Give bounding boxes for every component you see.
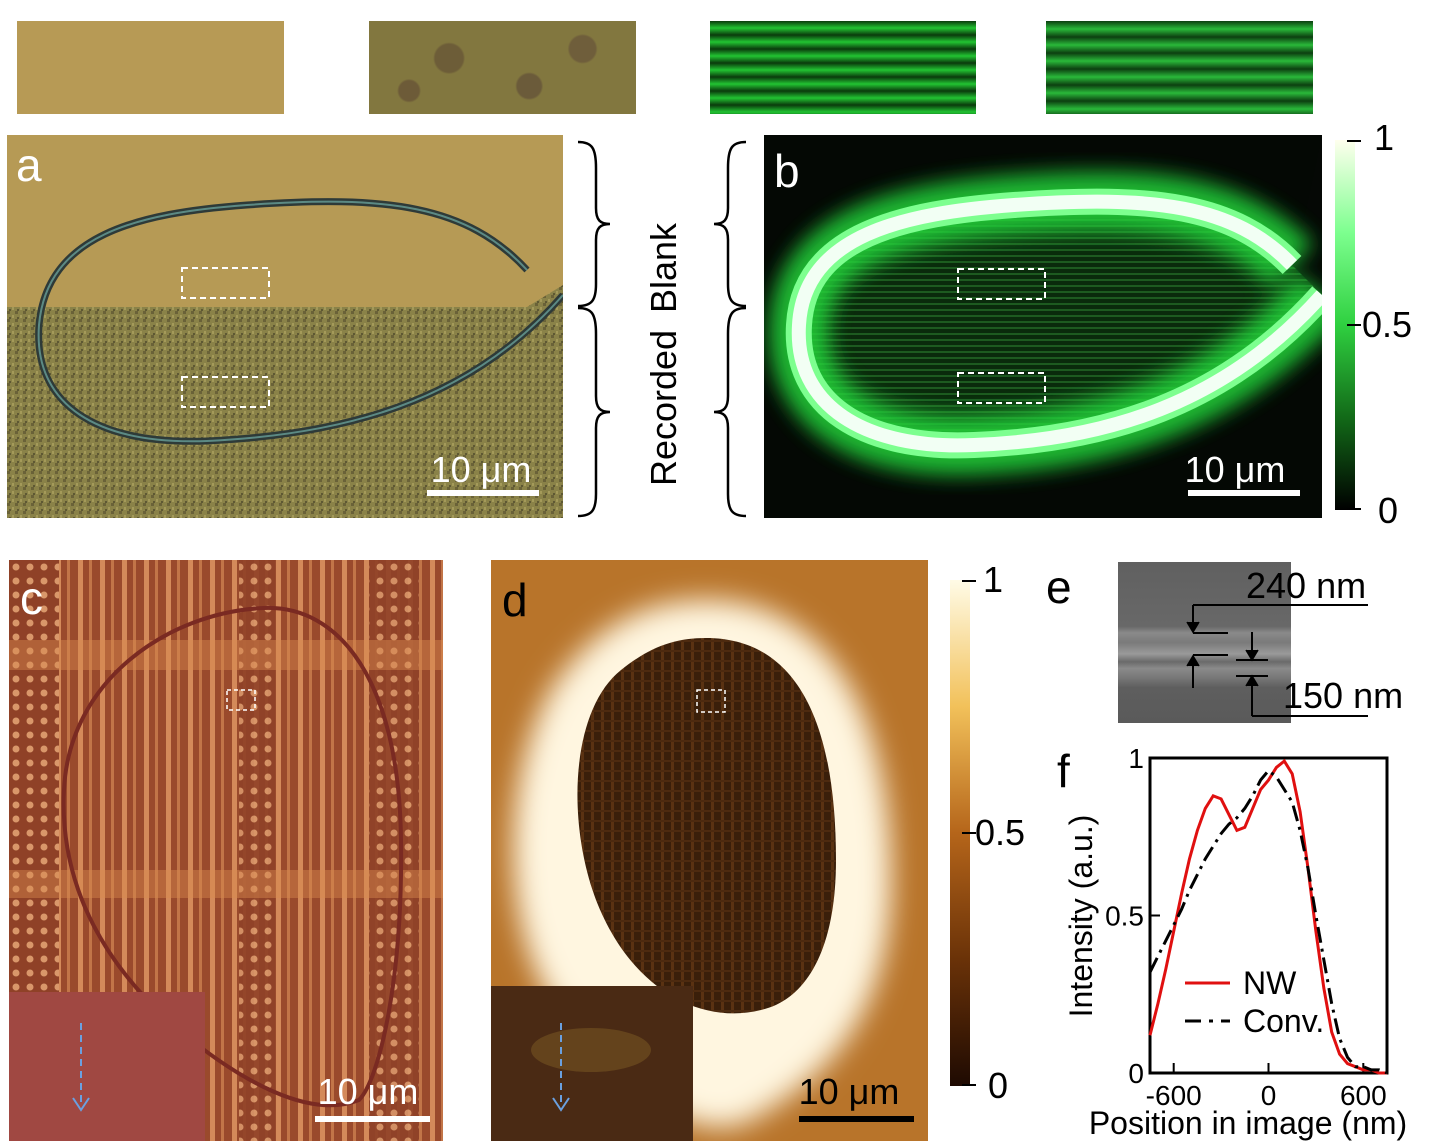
panel-e-sem-image	[1118, 562, 1291, 723]
panel-d-colorbar-tick-bot	[962, 1084, 976, 1086]
panel-d-label: d	[502, 574, 528, 626]
chart-ylabel: Intensity (a.u.)	[1063, 815, 1099, 1018]
blank-recorded-braces	[577, 140, 747, 518]
panel-c-image	[9, 560, 443, 1141]
panel-a-scalebar-label: 10 μm	[430, 449, 532, 490]
panel-e-label: e	[1046, 561, 1072, 613]
x-tick-label-2: 600	[1340, 1080, 1387, 1111]
panel-b-colorbar-tick-bot	[1347, 508, 1361, 510]
panel-b-colorbar-mid: 0.5	[1362, 304, 1413, 345]
brace-blank-right	[713, 140, 747, 308]
panel-d-colorbar-max: 1	[983, 559, 1004, 600]
brace-blank-left	[577, 140, 611, 308]
panel-f-label: f	[1057, 745, 1070, 797]
panel-c-micrograph	[9, 560, 443, 1141]
y-tick-label-1: 0.5	[1105, 901, 1144, 932]
label-recorded-text: Recorded	[643, 330, 684, 486]
panel-d-image	[491, 560, 928, 1141]
panel-c-label: c	[20, 572, 43, 624]
series-nw-line	[1148, 758, 1387, 1075]
brace-recorded-left	[577, 306, 611, 518]
strip-blank-optical	[17, 21, 284, 114]
panel-b-fluorescence	[764, 135, 1322, 518]
x-tick-label-0: -600	[1146, 1080, 1202, 1111]
strip-recorded-optical	[369, 21, 636, 114]
panel-b-colorbar-min: 0	[1378, 490, 1399, 531]
legend-nw-label: NW	[1243, 965, 1297, 1001]
panel-b-colorbar-tick-mid	[1347, 324, 1361, 326]
panel-c-scalebar-label: 10 μm	[317, 1071, 419, 1112]
panel-d-colorbar	[950, 580, 970, 1086]
panel-b-image	[764, 135, 1322, 518]
panel-d-image-map	[491, 560, 928, 1141]
legend-conv-label: Conv.	[1243, 1003, 1324, 1039]
panel-b-label: b	[774, 145, 800, 197]
rotated-labels: Blank Recorded	[643, 222, 684, 486]
x-tick-label-1: 0	[1261, 1080, 1277, 1111]
panel-d-colorbar-tick-mid	[962, 832, 976, 834]
y-tick-label-2: 1	[1128, 743, 1144, 774]
label-blank-text: Blank	[643, 222, 684, 313]
panel-a-label: a	[16, 139, 42, 191]
panel-d-colorbar-min: 0	[988, 1065, 1009, 1106]
panel-b-scalebar-label: 10 μm	[1184, 449, 1286, 490]
y-tick-label-0: 0	[1128, 1058, 1144, 1089]
panel-b-colorbar-tick-top	[1347, 140, 1361, 142]
panel-b-colorbar-max: 1	[1374, 117, 1395, 158]
panel-b-colorbar	[1335, 140, 1355, 510]
panel-a-image	[7, 135, 563, 518]
panel-d-scalebar-label: 10 μm	[798, 1071, 900, 1112]
panel-d-colorbar-mid: 0.5	[975, 812, 1026, 853]
series-conv-line	[1148, 768, 1388, 1075]
chart-xlabel: Position in image (nm)	[1089, 1105, 1407, 1141]
brace-recorded-right	[713, 306, 747, 518]
panel-d-colorbar-tick-top	[962, 580, 976, 582]
panel-e-dimension-150: 150 nm	[1283, 675, 1404, 716]
panel-a-micrograph	[7, 135, 563, 518]
strip-recorded-fluorescence	[1046, 21, 1313, 114]
panel-e-annotations	[1186, 604, 1368, 717]
strip-blank-fluorescence	[710, 21, 976, 114]
panel-e-dimension-240: 240 nm	[1246, 565, 1367, 606]
